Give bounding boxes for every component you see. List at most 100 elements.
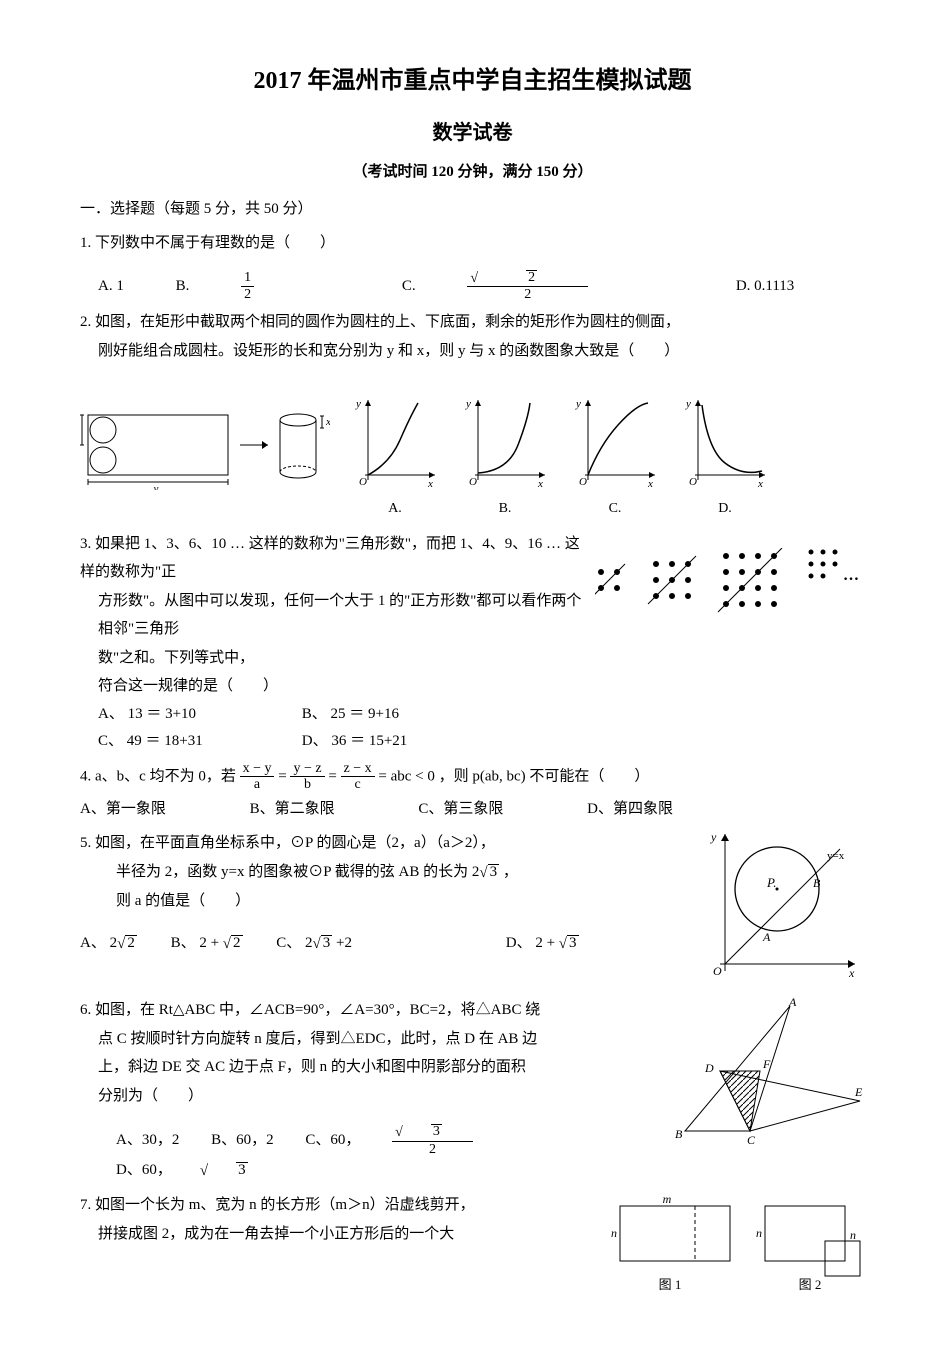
q5-label-o: O	[713, 964, 722, 978]
q2-diagram-cylinder: x y x	[80, 400, 330, 490]
q4-eq-tail: = abc < 0	[378, 768, 434, 784]
q1-b-den: 2	[241, 287, 254, 302]
q3-row2: C、 49 ＝ 18+31 D、 36 ＝ 15+21	[80, 728, 865, 755]
svg-text:…: …	[843, 567, 859, 584]
q4-stem-post: ，则 p(ab, bc) 不可能在（ ）	[439, 768, 650, 784]
q6-label-f: F	[762, 1057, 771, 1071]
q7-fig2-label: 图 2	[799, 1277, 822, 1292]
q5-label-p: P.	[766, 875, 777, 890]
q3-opt-c: C、 49 ＝ 18+31	[98, 728, 298, 755]
q1-c-prefix: C.	[402, 273, 416, 300]
q4-stem: 4. a、b、c 均不为 0，若 x − ya = y − zb = z − x…	[80, 761, 865, 793]
q3-row1: A、 13 ＝ 3+10 B、 25 ＝ 9+16	[80, 701, 865, 728]
q5-b-pre: B、 2 +	[171, 935, 223, 951]
subtitle: 数学试卷	[80, 115, 865, 151]
q5-c-pre: C、 2	[276, 935, 312, 951]
q1-c-den: 2	[467, 287, 588, 302]
q2-stem2: 刚好能组合成圆柱。设矩形的长和宽分别为 y 和 x，则 y 与 x 的函数图象大…	[80, 337, 865, 366]
section-heading: 一．选择题（每题 5 分，共 50 分）	[80, 196, 865, 223]
q1-stem: 1. 下列数中不属于有理数的是（ ）	[80, 229, 865, 258]
q5-opt-c: C、 2√3 +2	[276, 930, 352, 958]
q2-label-a: A.	[350, 496, 440, 521]
q2-label-y: y	[153, 483, 159, 490]
q6-opt-a: A、30，2	[116, 1127, 179, 1154]
q3-opt-d: D、 36 ＝ 15+21	[302, 733, 408, 749]
q4-opt-c: C、第三象限	[418, 796, 503, 823]
q1-b-num: 1	[241, 270, 254, 286]
q3-stem3: 数"之和。下列等式中，	[80, 644, 865, 673]
q2-label-b: B.	[460, 496, 550, 521]
question-4: 4. a、b、c 均不为 0，若 x − ya = y − zb = z − x…	[80, 761, 865, 824]
q2-graph-labels: A. B. C. D.	[80, 496, 865, 521]
q3-stem4: 符合这一规律的是（ ）	[80, 672, 865, 701]
question-6: A B C D E F 6. 如图，在 Rt△ABC 中，∠ACB=90°，∠A…	[80, 996, 865, 1185]
q6-label-c: C	[747, 1133, 756, 1146]
q4-opt-a: A、第一象限	[80, 796, 166, 823]
q4-n2: y − z	[290, 761, 324, 777]
q4-options: A、第一象限 B、第二象限 C、第三象限 D、第四象限	[80, 796, 865, 823]
q6-label-a: A	[788, 996, 797, 1009]
svg-text:y: y	[465, 398, 471, 410]
q2-graph-b: O x y	[460, 395, 550, 490]
exam-info: （考试时间 120 分钟，满分 150 分）	[80, 159, 865, 186]
svg-text:y: y	[685, 398, 691, 410]
question-5: P. B A O x y y=x 5. 如图，在平面直角坐标系中，⊙P 的圆心是…	[80, 829, 865, 990]
q5-d-pre: D、 2 +	[506, 935, 559, 951]
q3-opt-b: B、 25 ＝ 9+16	[302, 706, 399, 722]
q6-label-b: B	[675, 1127, 683, 1141]
q5-label-b: B	[813, 876, 821, 890]
q4-d1: a	[240, 777, 275, 792]
q6-figure: A B C D E F	[665, 996, 865, 1146]
question-3: … 3. 如果把 1、3、6、10 … 这样的数称为"三角形数"，而把 1、4、…	[80, 530, 865, 755]
svg-text:O: O	[469, 476, 477, 488]
q4-opt-d: D、第四象限	[587, 796, 673, 823]
svg-text:O: O	[359, 476, 367, 488]
q2-label-c: C.	[570, 496, 660, 521]
q5-stem2-rad: 3	[488, 864, 500, 880]
svg-text:y: y	[355, 398, 361, 410]
q6-opt-c: C、60， √32	[305, 1124, 528, 1157]
q3-dot-figure: …	[595, 548, 865, 626]
q2-label-x2: x	[325, 416, 330, 428]
q1-opt-d: D. 0.1113	[736, 273, 794, 300]
question-1: 1. 下列数中不属于有理数的是（ ） A. 1 B. 12 C. √22 D. …	[80, 229, 865, 302]
q7-fig1-label: 图 1	[659, 1277, 682, 1292]
q7-figure: m n 图 1 n n 图 2	[605, 1191, 865, 1301]
question-2: 2. 如图，在矩形中截取两个相同的圆作为圆柱的上、下底面，剩余的矩形作为圆柱的侧…	[80, 308, 865, 521]
q7-fig1-n: n	[611, 1226, 617, 1240]
svg-text:y: y	[575, 398, 581, 410]
q6-d-pre: D、60，	[116, 1157, 172, 1184]
q4-opt-b: B、第二象限	[250, 796, 335, 823]
q6-d-rad: 3	[236, 1162, 248, 1178]
q1-b-prefix: B.	[176, 273, 190, 300]
q5-figure: P. B A O x y y=x	[695, 829, 865, 984]
svg-text:x: x	[537, 478, 543, 490]
q1-opt-b: B. 12	[176, 270, 351, 302]
q7-fig2-n: n	[756, 1226, 762, 1240]
q6-label-e: E	[854, 1085, 863, 1099]
svg-text:x: x	[647, 478, 653, 490]
q5-stem2-tail: ，	[499, 864, 518, 880]
q6-opt-d: D、60，√3	[116, 1157, 276, 1185]
q4-d3: c	[341, 777, 375, 792]
q5-c-tail: +2	[332, 935, 352, 951]
q4-stem-pre: 4. a、b、c 均不为 0，若	[80, 768, 240, 784]
q6-opt-b: B、60，2	[211, 1127, 274, 1154]
svg-text:O: O	[579, 476, 587, 488]
question-7: m n 图 1 n n 图 2 7. 如图一个长为 m、宽为 n 的长方形（m＞…	[80, 1191, 865, 1307]
q5-label-a: A	[762, 930, 771, 944]
svg-text:x: x	[427, 478, 433, 490]
q5-c-rad: 3	[321, 935, 333, 951]
svg-text:O: O	[689, 476, 697, 488]
main-title: 2017 年温州市重点中学自主招生模拟试题	[80, 60, 865, 103]
q5-opt-a: A、 2√2	[80, 930, 137, 958]
q1-options: A. 1 B. 12 C. √22 D. 0.1113	[98, 270, 865, 303]
q6-c-pre: C、60，	[305, 1127, 360, 1154]
q5-stem2-text: 半径为 2，函数 y=x 的图象被⊙P 截得的弦 AB 的长为 2	[116, 864, 479, 880]
q2-graph-c: O x y	[570, 395, 660, 490]
q4-d2: b	[290, 777, 324, 792]
q4-n3: z − x	[341, 761, 375, 777]
q2-graph-a: O x y	[350, 395, 440, 490]
q1-opt-c: C. √22	[402, 270, 684, 303]
svg-text:x: x	[757, 478, 763, 490]
